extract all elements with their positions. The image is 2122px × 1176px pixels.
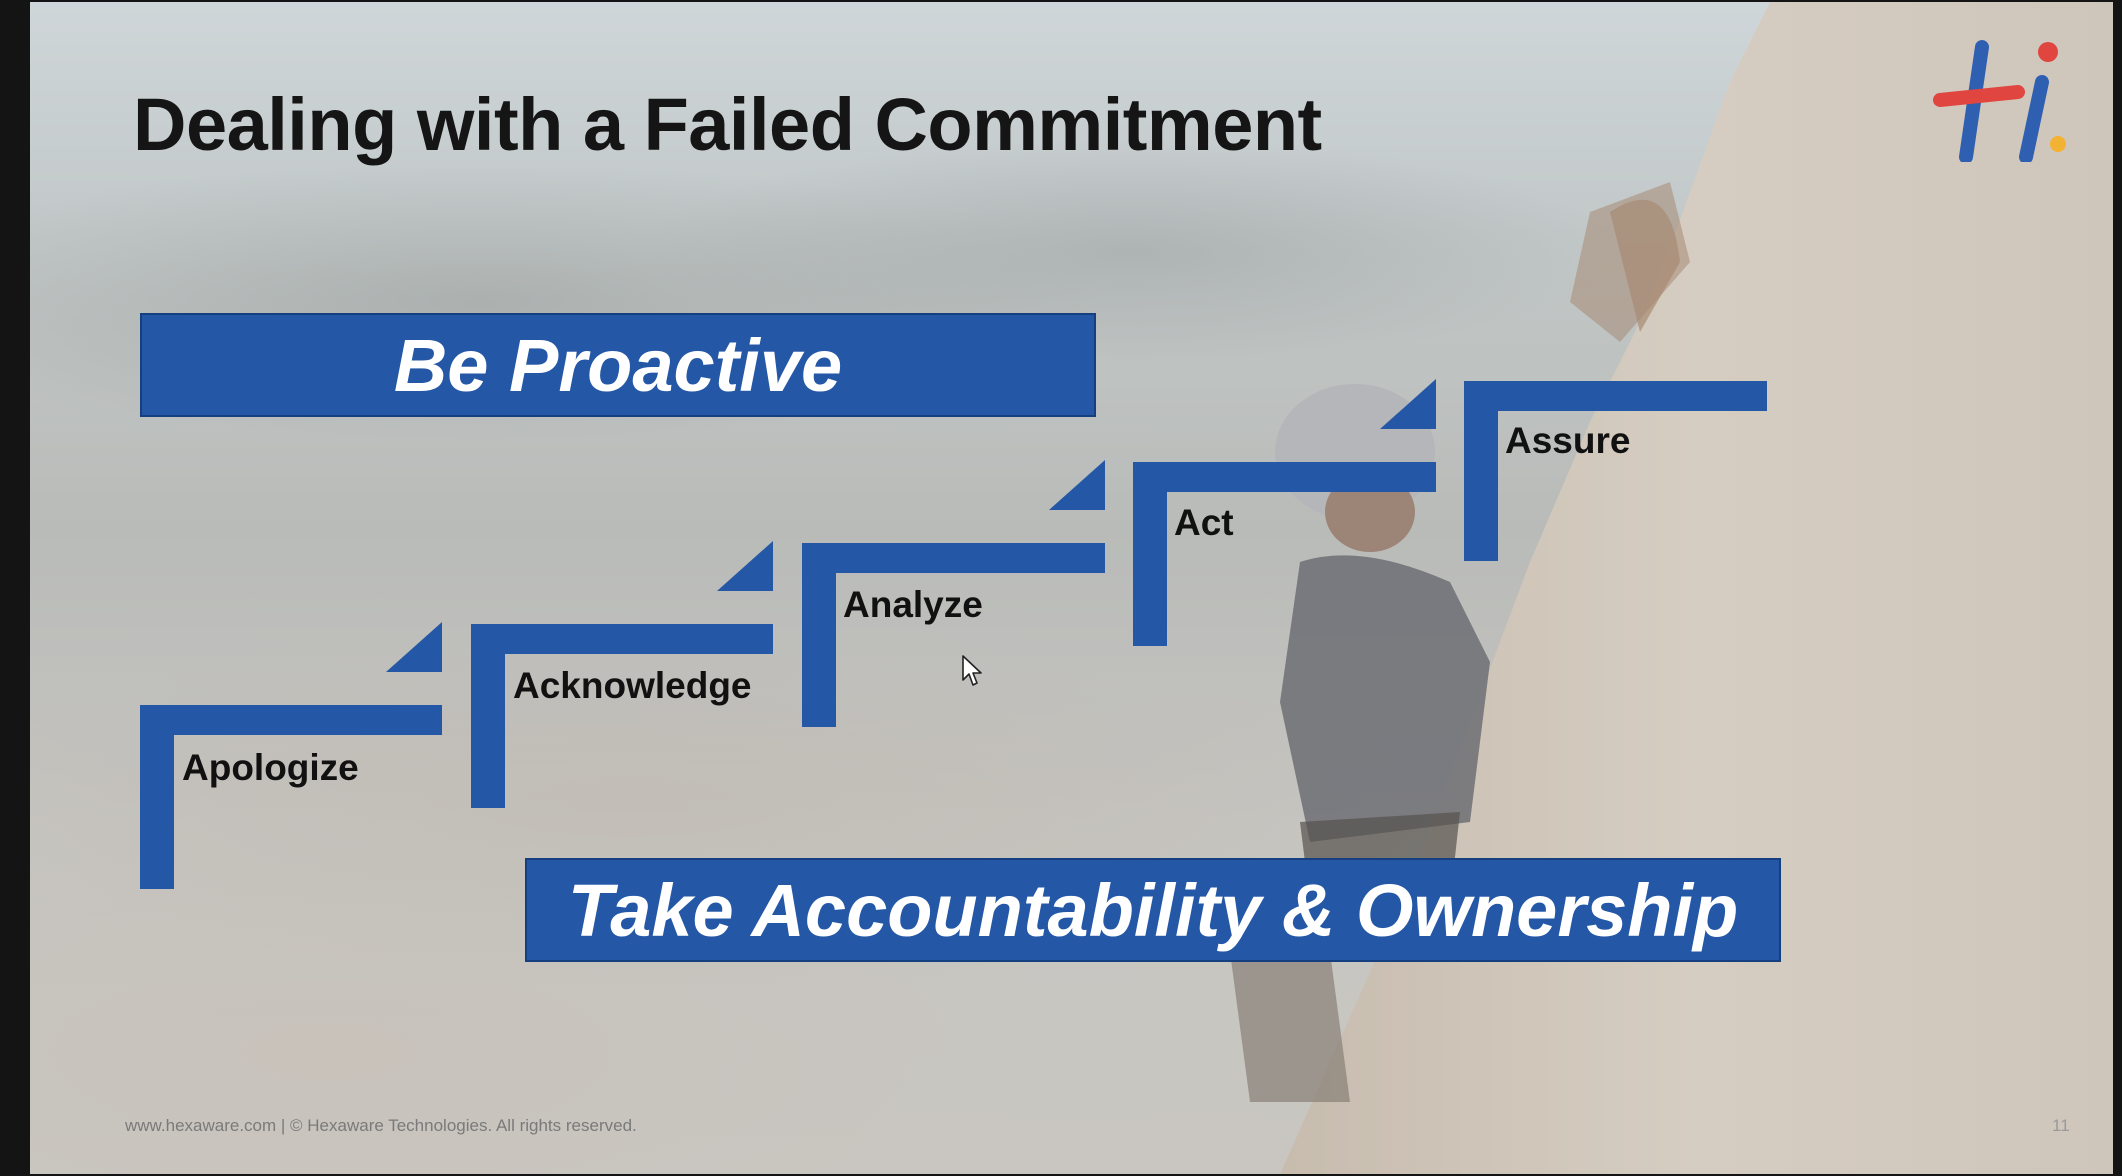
step-label-analyze: Analyze [843,584,983,625]
step-label-assure: Assure [1505,420,1631,461]
step-act [1133,379,1436,646]
step-assure [1464,381,1767,561]
step-label-apologize: Apologize [182,747,359,788]
steps-diagram [140,379,1767,889]
slide-page-number: 11 [2052,1116,2070,1135]
step-label-acknowledge: Acknowledge [513,665,752,706]
slide-title: Dealing with a Failed Commitment [133,83,1322,166]
presentation-slide: Dealing with a Failed Commitment Be Proa… [30,2,2113,1174]
hexaware-hi-logo-icon [1933,40,2066,162]
step-label-act: Act [1174,502,1234,543]
be-proactive-banner: Be Proactive [140,313,1096,417]
accountability-banner: Take Accountability & Ownership [525,858,1781,962]
step-apologize [140,622,442,889]
step-acknowledge [471,541,773,808]
mouse-pointer-icon [962,655,982,686]
step-analyze [802,460,1105,727]
footer-copyright: www.hexaware.com | © Hexaware Technologi… [125,1116,637,1135]
